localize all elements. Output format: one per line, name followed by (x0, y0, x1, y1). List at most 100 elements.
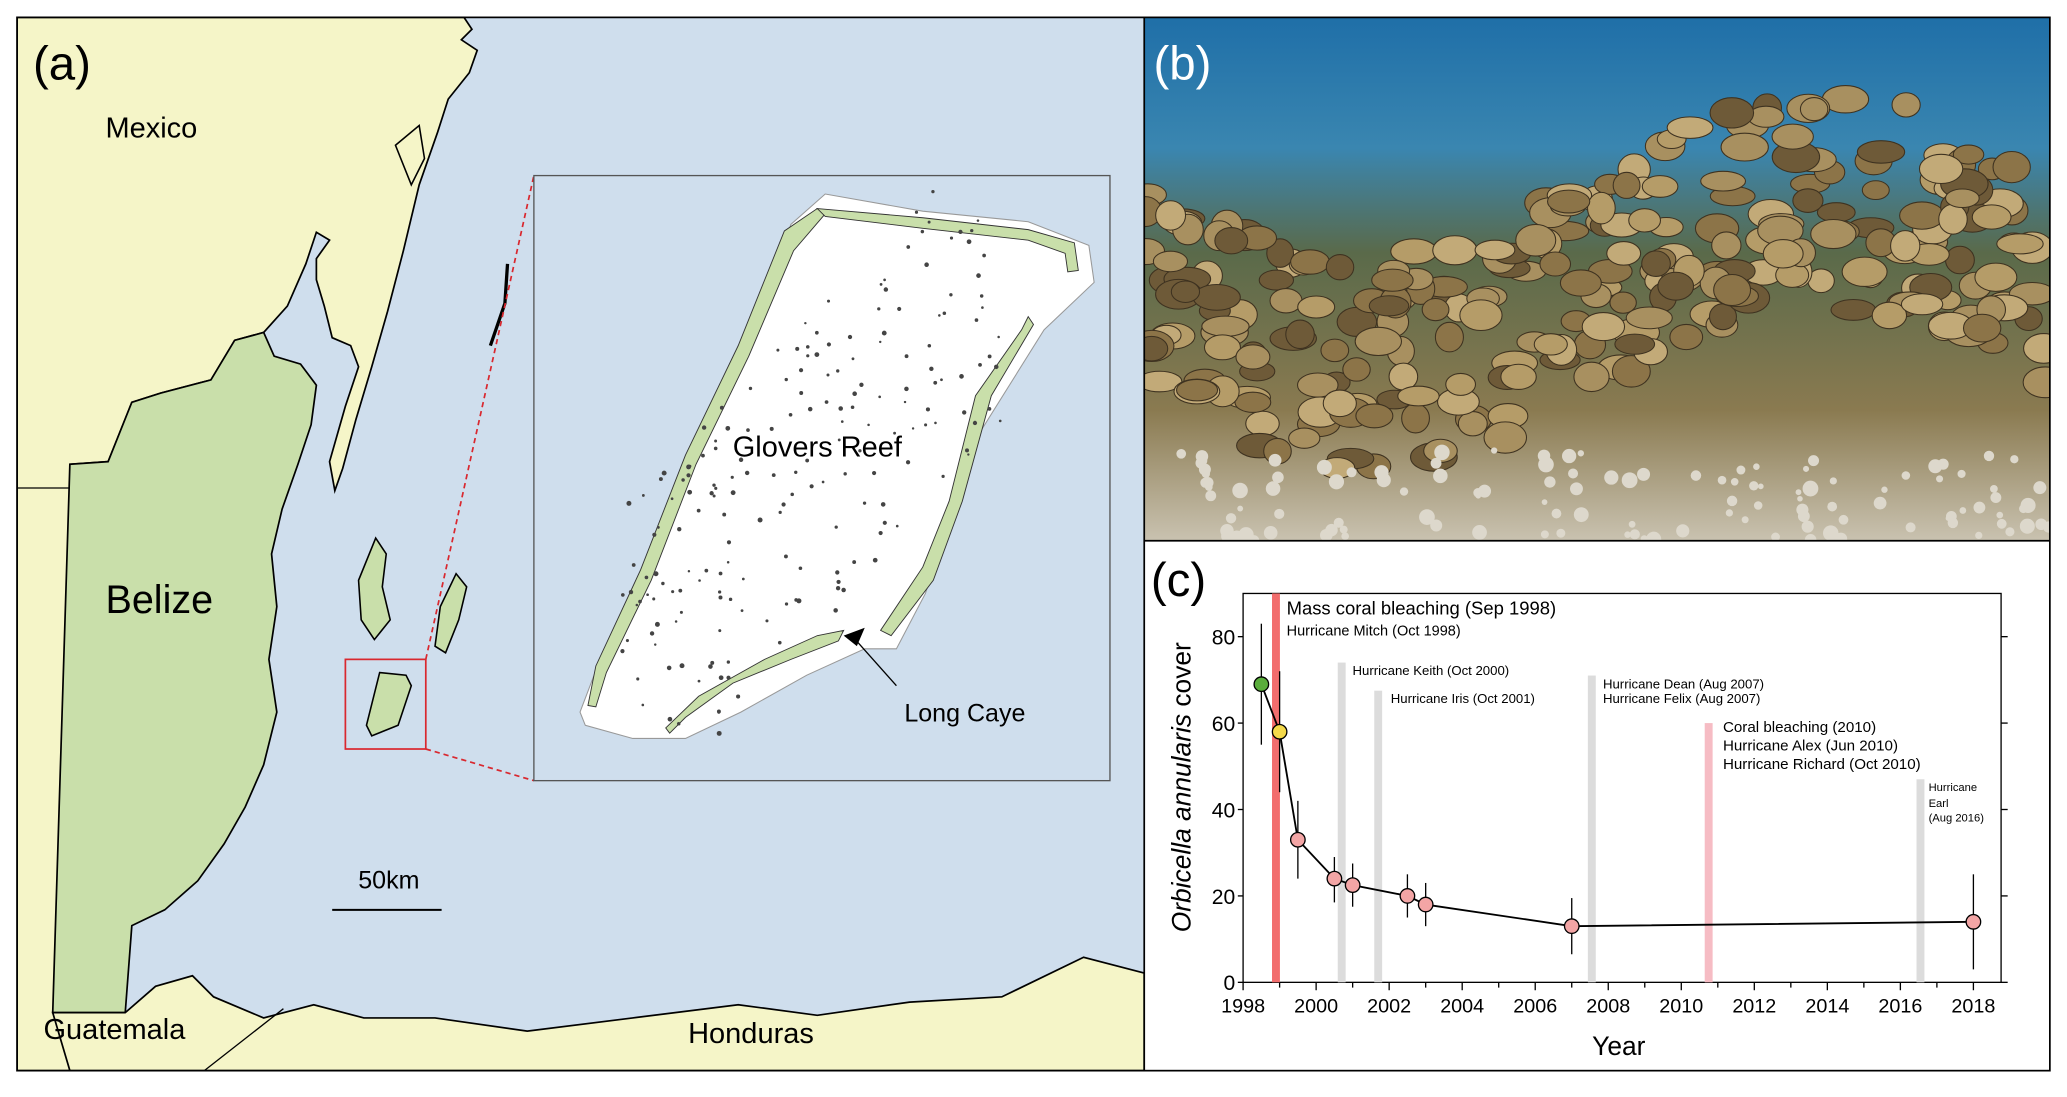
coral-colony (1355, 403, 1394, 429)
patch-reef (657, 526, 660, 529)
patch-reef (835, 570, 840, 575)
patch-reef (713, 446, 718, 451)
patch-reef (949, 293, 953, 297)
patch-reef (838, 406, 843, 411)
patch-reef (799, 391, 804, 395)
patch-reef (958, 229, 963, 235)
data-point (1326, 870, 1343, 887)
coral-colony (1641, 250, 1671, 277)
coral-colony (1974, 262, 2018, 292)
patch-reef (714, 439, 718, 443)
patch-reef (712, 483, 716, 487)
coral-colony (2023, 333, 2050, 364)
rubble (1757, 483, 1764, 490)
coral-colony (1245, 410, 1280, 437)
patch-reef (927, 343, 932, 348)
rubble (1741, 516, 1749, 524)
patch-reef (795, 346, 800, 351)
chart-layer: Mass coral bleaching (Sep 1998) Hurricane… (1212, 592, 2008, 1018)
rubble (1990, 484, 1998, 493)
patch-reef (911, 427, 915, 430)
rubble (1808, 455, 1820, 467)
coral-colony (1397, 385, 1440, 407)
rubble (1771, 532, 1780, 541)
long-caye-arrowhead (843, 627, 865, 647)
patch-reef (788, 412, 793, 417)
coral-colony (1322, 389, 1357, 418)
coral-colony (1235, 344, 1271, 370)
patch-reef (712, 494, 716, 498)
patch-reef (658, 477, 663, 482)
coral-colony (1421, 298, 1450, 322)
event-label: (Aug 2016) (1929, 813, 1985, 825)
coral-colony (1459, 299, 1503, 332)
patch-reef (677, 527, 682, 532)
rubble (2023, 524, 2032, 533)
rubble (1325, 523, 1338, 537)
rubble (1996, 511, 2004, 519)
patch-reef (717, 711, 721, 714)
rubble (1983, 450, 1995, 462)
rubble (1827, 501, 1838, 512)
patch-reef (859, 382, 864, 387)
event-label: Hurricane Iris (Oct 2001) (1391, 691, 1535, 706)
event-label: Hurricane Alex (Jun 2010) (1723, 737, 1898, 754)
coral-colony (1170, 280, 1201, 304)
yucatan-peninsula-islands (394, 123, 426, 187)
mexico-label: Mexico (105, 112, 197, 144)
panel-c-chart: (c) Mass coral bleaching (Sep 1998) Hurri… (1144, 540, 2050, 1071)
coral-colony (1841, 256, 1888, 287)
patch-reef (835, 586, 841, 591)
patch-reef (976, 219, 980, 222)
coral-colony (1533, 333, 1568, 356)
rubble (1804, 533, 1817, 541)
patch-reef (798, 368, 804, 373)
coral-colony (1771, 123, 1814, 150)
coral-colony (1700, 170, 1747, 192)
coral-colony (1515, 223, 1557, 257)
patch-reef (641, 703, 645, 707)
x-tick-label: 2012 (1732, 996, 1776, 1018)
coral-colony (1720, 132, 1769, 162)
rubble (1996, 518, 2007, 529)
coral-colony (1290, 249, 1330, 275)
reef-rim-north (816, 207, 1079, 273)
rubble (1556, 528, 1566, 538)
patch-reef (769, 426, 774, 431)
patch-reef (730, 490, 736, 496)
patch-reef (836, 369, 840, 373)
rubble (1433, 468, 1448, 484)
patch-reef (667, 716, 673, 722)
patch-reef (784, 602, 789, 606)
patch-reef (635, 603, 639, 607)
rubble (1333, 517, 1344, 528)
patch-reef (784, 377, 788, 382)
patch-reef (679, 610, 683, 614)
patch-reef (626, 500, 632, 506)
x-tick-label: 1998 (1221, 996, 1265, 1018)
rubble (1272, 471, 1284, 484)
rubble (1538, 456, 1554, 473)
coral-colony (1269, 288, 1303, 314)
coral-colony (1666, 116, 1714, 139)
coral-colony (1996, 233, 2044, 255)
rubble (1959, 507, 1967, 514)
patch-reef (970, 228, 974, 233)
rubble (1265, 481, 1281, 496)
patch-reef (965, 448, 970, 453)
patch-reef (843, 472, 847, 476)
coral-colony (1547, 189, 1591, 214)
coral-colony (1625, 306, 1673, 330)
rubble (1238, 527, 1254, 541)
patch-reef (641, 494, 645, 497)
patch-reef (620, 649, 625, 654)
data-point (1289, 831, 1306, 848)
patch-reef (840, 420, 844, 423)
event-bar (1704, 723, 1713, 983)
event-label: Hurricane Richard (Oct 2010) (1723, 756, 1921, 773)
patch-reef (805, 458, 810, 463)
long-caye-label: Long Caye (904, 699, 1025, 727)
coral-colony (1944, 188, 1980, 209)
rubble (2019, 504, 2028, 514)
rubble (1628, 520, 1636, 528)
